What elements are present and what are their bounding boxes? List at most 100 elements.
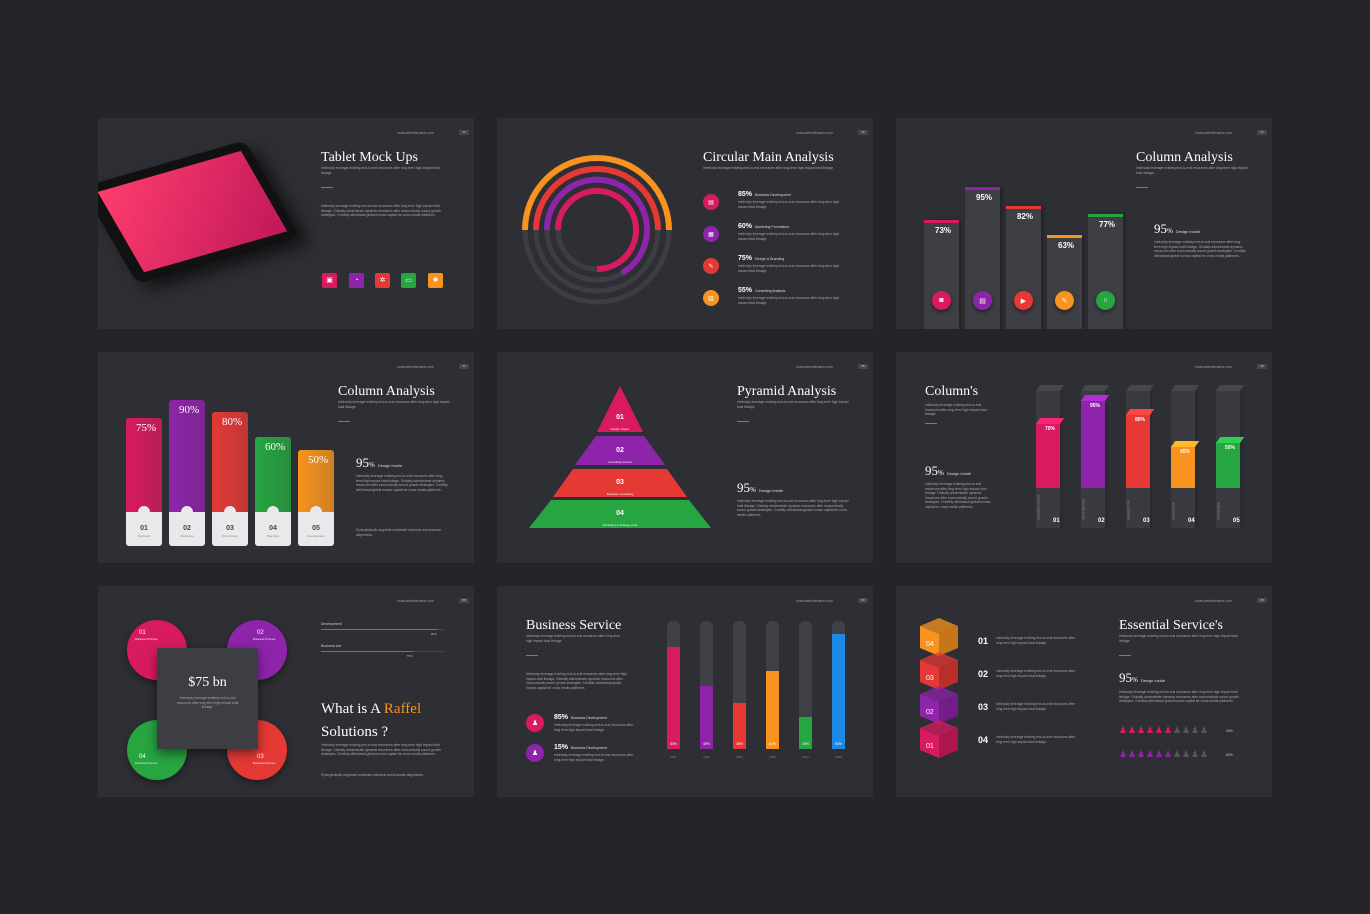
ring-red [533, 166, 661, 231]
person-icon: ♟ [1182, 749, 1191, 759]
legend-text: Intrinsicly leverage existing end-to-end… [738, 200, 839, 209]
divider [925, 423, 937, 424]
progress-pct: 75% [406, 654, 413, 658]
person-icon: ♟ [1128, 749, 1137, 759]
slide-column-analysis-labels[interactable]: www.websitename.com 50 75% 01 Business 90% 0… [98, 352, 474, 563]
column-num: 03 [226, 525, 234, 532]
ring-purple [543, 176, 650, 276]
center-card: $75 bn Intrinsicly leverage existing end… [157, 648, 258, 749]
slide-tablet-mockups[interactable]: www.websitename.com 40 Tablet Mock Ups I… [98, 118, 474, 329]
column-label: 50% [308, 453, 329, 466]
pen-icon: ✎ [1055, 291, 1074, 310]
column-num: 05 [1233, 518, 1240, 524]
bar-fill [832, 633, 845, 749]
cube-left [920, 694, 939, 724]
bar-fill [700, 686, 713, 749]
cube-number: 02 [926, 709, 934, 716]
cube: 02 [920, 686, 958, 724]
vertical-bar-chart: 80% 2011 49% 2012 36% 2013 61% 2013 25% 2014 90% 20… [667, 586, 857, 797]
pyramid-label: Design Space [610, 427, 630, 431]
stat-description: Intrinsicly leverage existing end-to-end… [1154, 240, 1246, 258]
pyramid-num: 01 [616, 414, 624, 421]
divider [338, 421, 350, 422]
column-sub: Promotions [222, 534, 238, 538]
stat-description: Intrinsicly leverage existing end-to-end… [356, 474, 448, 492]
page-number: 88 [459, 598, 469, 603]
legend-text: Intrinsicly leverage existing end-to-end… [738, 296, 839, 305]
step-num: 01 [978, 636, 989, 646]
stat-description: Intrinsicly leverage existing end-to-end… [737, 499, 849, 517]
stat-description: Intrinsicly leverage existing end-to-end… [1119, 690, 1239, 704]
person-icon: ♟ [1119, 749, 1128, 759]
cube-right [939, 728, 958, 758]
pyramid-label: Marketing & strategy work [602, 523, 638, 527]
item-label: Business Development [571, 746, 607, 750]
stat-value: 95% Design Inside [1154, 221, 1201, 236]
person-icon: ♟ [1155, 749, 1164, 759]
ring-orange [522, 155, 672, 231]
slide-subtitle: Intrinsicly leverage existing end-to-end… [526, 634, 620, 643]
column-num: 05 [312, 525, 320, 532]
column-label: 82% [1017, 212, 1034, 221]
quad-num: 04 [139, 754, 146, 760]
legend-label: Marketing Promotions [755, 225, 790, 229]
column-label: 50% [1225, 444, 1236, 451]
person-icon: ♟ [1119, 725, 1128, 735]
step-num: 03 [978, 702, 989, 712]
slide-title: Column's [925, 384, 979, 399]
cube: 04 [920, 618, 958, 656]
page-number: 40 [459, 130, 469, 135]
person-icon: ♟ [1137, 725, 1146, 735]
pyramid-label: Business consulting [606, 492, 634, 496]
user-icon: ♟ [526, 714, 544, 732]
column-bar [924, 219, 959, 329]
bar-year: 2013 [769, 755, 776, 759]
page-number: 88 [858, 598, 868, 603]
column-label: 75% [136, 422, 157, 435]
pyramid-level-1 [597, 386, 643, 432]
cube-right [939, 694, 958, 724]
settings-icon: ✹ [428, 273, 443, 288]
divider [1119, 655, 1131, 656]
slide-essential-services[interactable]: www.websitename.com 88 04 03 02 01 01 Intrin… [896, 586, 1272, 797]
slide-business-service[interactable]: www.websitename.com 88 Business Service … [497, 586, 873, 797]
cube: 01 [920, 720, 958, 758]
cube-right [939, 626, 958, 656]
column-cap [1036, 385, 1065, 391]
column-label: 77% [1099, 219, 1116, 229]
slide-column-analysis-icons[interactable]: www.websitename.com 54 73% ◙ 95% ▤ 82% ▶ 63% ✎ 7… [896, 118, 1272, 329]
stat-description: Intrinsicly leverage existing end-to-end… [925, 482, 991, 509]
brush-icon: ✎ [703, 258, 719, 274]
column-sub: Development [307, 534, 325, 538]
column-fill [1036, 422, 1060, 488]
column-side-label: BUSINESS CLIENTS [1037, 494, 1041, 520]
bar-fill [667, 646, 680, 749]
stat-value: 95% Design Inside [925, 463, 972, 478]
people-pct: 60% [1226, 753, 1233, 757]
column-cap [1126, 385, 1155, 391]
column-label: 95% [976, 192, 993, 202]
step-num: 04 [978, 735, 989, 745]
person-icon: ♟ [1200, 725, 1209, 735]
slide-circular-analysis[interactable]: www.websitename.com 39 Circular Main Ana… [497, 118, 873, 329]
legend-value: 85% Business Development [738, 191, 791, 198]
slide-title: Pyramid Analysis [737, 384, 837, 399]
bar-fill [733, 702, 746, 749]
cube-right [939, 660, 958, 690]
person-icon: ♟ [1191, 725, 1200, 735]
column-bar [1047, 234, 1082, 329]
progress-label: Business bar [321, 644, 342, 648]
column-notch [181, 506, 193, 518]
bar-year: 2014 [802, 755, 809, 759]
slide-columns-3d[interactable]: www.websitename.com 88 Column's Intrinsi… [896, 352, 1272, 563]
item-label: Business Development [571, 716, 607, 720]
column-label: 63% [1058, 240, 1075, 250]
column-bar [169, 399, 205, 512]
slide-raffel-solutions[interactable]: www.websitename.com 88 01 Business Promis… [98, 586, 474, 797]
slide-title: Business Service [526, 618, 622, 633]
divider [737, 421, 749, 422]
column-sub: Branding [266, 534, 279, 538]
column-num: 01 [140, 525, 148, 532]
slide-body: Intrinsicly leverage existing end-to-end… [321, 204, 441, 218]
slide-pyramid-analysis[interactable]: www.websitename.com 88 01 Design Space 02 C… [497, 352, 873, 563]
